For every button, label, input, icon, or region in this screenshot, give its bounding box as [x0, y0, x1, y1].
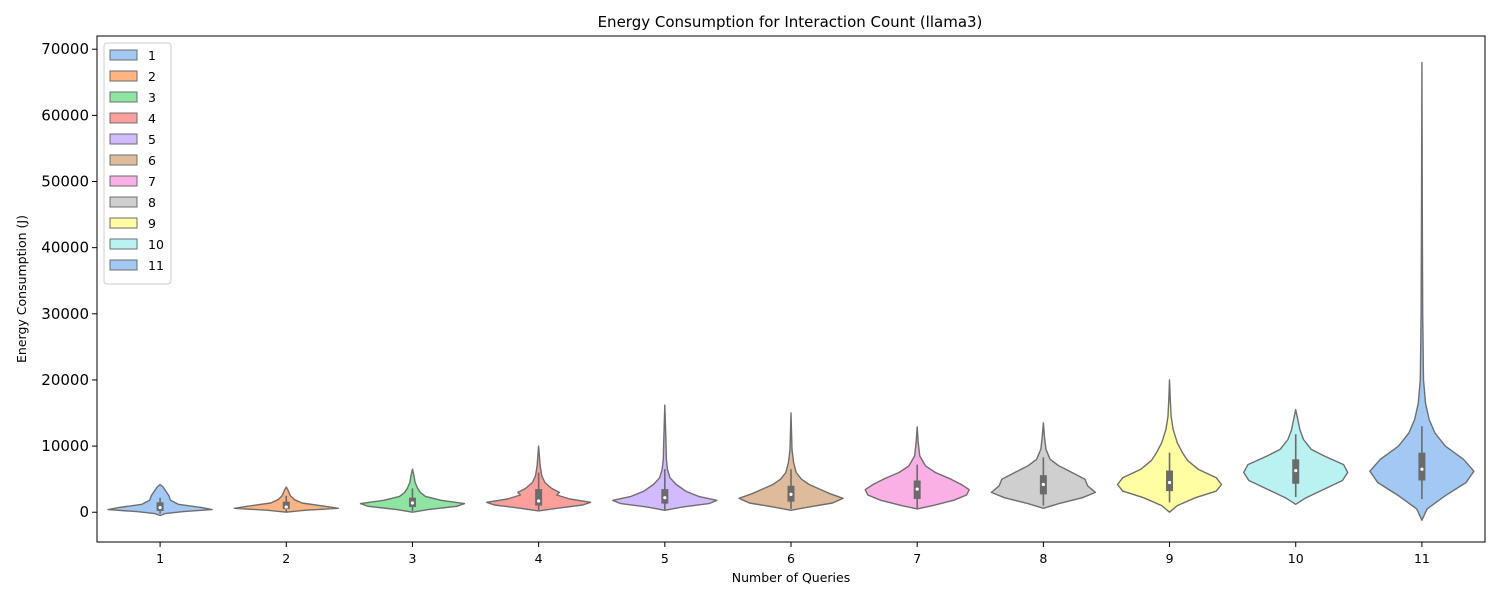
chart-title: Energy Consumption for Interaction Count… — [598, 13, 983, 31]
legend-item: 6 — [109, 153, 156, 168]
violin-median-marker — [158, 506, 162, 510]
legend-item: 9 — [109, 216, 156, 231]
legend-label: 2 — [148, 69, 156, 84]
violin-median-marker — [789, 492, 793, 496]
violin-group — [864, 426, 970, 510]
legend-item: 3 — [109, 90, 156, 105]
violin-median-marker — [1294, 468, 1298, 473]
legend-item: 11 — [109, 258, 164, 273]
violin-group — [233, 486, 339, 513]
violin-group — [1116, 379, 1223, 513]
legend-label: 10 — [148, 237, 164, 252]
legend-swatch — [109, 217, 138, 229]
violin-group — [107, 483, 213, 517]
x-tick-label: 1 — [156, 551, 164, 566]
y-axis: 0 10000 20000 30000 40000 50000 60000 70000 — [41, 40, 97, 521]
x-tick-label: 10 — [1288, 551, 1304, 566]
violin-median-marker — [663, 496, 667, 500]
violin-median-marker — [1420, 467, 1424, 471]
legend-swatch — [109, 154, 138, 166]
legend-item: 8 — [109, 195, 156, 210]
legend-item: 2 — [109, 69, 156, 84]
x-tick-label: 5 — [661, 551, 669, 566]
legend-swatch — [109, 175, 138, 187]
violin-group — [1369, 61, 1475, 521]
legend-label: 6 — [148, 153, 156, 168]
violin-median-marker — [1167, 480, 1172, 485]
violin-body — [1116, 379, 1223, 513]
violin-iqr-box — [535, 489, 543, 506]
legend-label: 8 — [148, 195, 156, 210]
legend-label: 7 — [148, 174, 156, 189]
y-tick-label: 10000 — [41, 437, 89, 455]
legend-label: 3 — [148, 90, 156, 105]
violin-iqr-box — [1418, 452, 1426, 481]
violin-group — [612, 404, 718, 511]
y-tick-label: 50000 — [41, 173, 89, 191]
violin-median-marker — [284, 505, 288, 509]
x-axis-label: Number of Queries — [732, 570, 850, 585]
y-axis-label: Energy Consumption (J) — [14, 215, 29, 363]
x-tick-label: 9 — [1166, 551, 1174, 566]
x-tick-label: 2 — [282, 551, 290, 566]
violin-group — [990, 422, 1097, 509]
violin-median-marker — [915, 487, 919, 491]
legend-swatch — [109, 91, 138, 103]
x-tick-label: 8 — [1039, 551, 1047, 566]
violin-body — [612, 404, 718, 511]
legend-label: 9 — [148, 216, 156, 231]
violin-median-marker — [410, 501, 415, 505]
y-tick-label: 40000 — [41, 239, 89, 257]
violin-iqr-box — [282, 501, 290, 509]
legend-swatch — [109, 196, 138, 208]
legend-label: 11 — [148, 258, 164, 273]
violin-group — [1243, 409, 1349, 505]
legend-item: 1 — [109, 48, 156, 63]
legend-label: 4 — [148, 111, 156, 126]
legend-item: 10 — [109, 237, 164, 252]
legend-label: 1 — [148, 48, 156, 63]
x-axis: 1 2 3 4 5 6 7 8 9 10 11 — [156, 542, 1430, 566]
legend-item: 5 — [109, 132, 156, 147]
x-tick-label: 4 — [535, 551, 543, 566]
legend-swatch — [109, 112, 138, 124]
legend-swatch — [109, 259, 138, 271]
violin-iqr-box — [1166, 470, 1174, 492]
legend-swatch — [109, 238, 138, 250]
violin-group — [485, 445, 592, 512]
violin-body — [738, 412, 844, 511]
legend-swatch — [109, 70, 138, 82]
violin-median-marker — [537, 499, 541, 503]
y-tick-label: 60000 — [41, 106, 89, 124]
violin-body — [1369, 61, 1475, 521]
legend-swatch — [109, 49, 138, 61]
violin-group — [738, 412, 844, 511]
legend-swatch — [109, 133, 138, 145]
legend-item: 4 — [109, 111, 156, 126]
x-tick-label: 3 — [408, 551, 416, 566]
y-tick-label: 20000 — [41, 371, 89, 389]
violin-median-marker — [1041, 482, 1045, 487]
y-tick-label: 0 — [79, 503, 89, 521]
x-tick-label: 11 — [1414, 551, 1430, 566]
legend-item: 7 — [109, 174, 156, 189]
legend: 1 2 3 4 5 6 7 8 9 10 11 — [103, 42, 172, 285]
y-tick-label: 30000 — [41, 305, 89, 323]
violins-layer — [107, 61, 1475, 521]
x-tick-label: 7 — [913, 551, 921, 566]
violin-group — [359, 468, 466, 513]
x-tick-label: 6 — [787, 551, 795, 566]
legend-label: 5 — [148, 132, 156, 147]
y-tick-label: 70000 — [41, 40, 89, 58]
